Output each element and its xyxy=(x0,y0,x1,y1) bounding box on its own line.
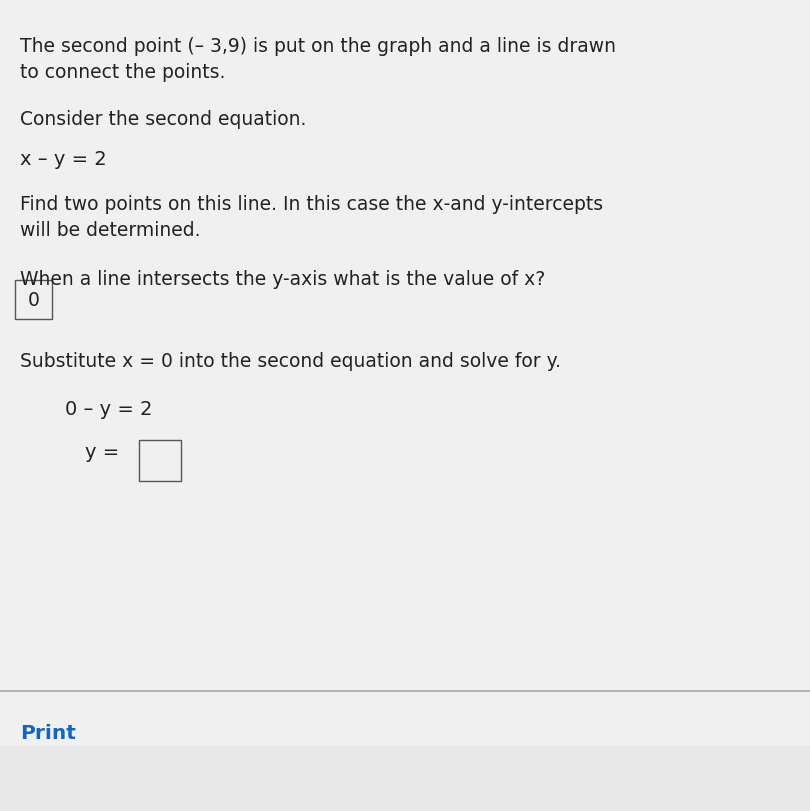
Text: Find two points on this line. In this case the x-and y-intercepts
will be determ: Find two points on this line. In this ca… xyxy=(20,195,603,240)
FancyBboxPatch shape xyxy=(15,281,52,320)
FancyBboxPatch shape xyxy=(0,0,810,746)
Text: 0 – y = 2: 0 – y = 2 xyxy=(65,399,152,418)
Text: When a line intersects the y-axis what is the value of x?: When a line intersects the y-axis what i… xyxy=(20,269,545,288)
Text: Substitute x = 0 into the second equation and solve for y.: Substitute x = 0 into the second equatio… xyxy=(20,352,561,371)
Text: Print: Print xyxy=(20,723,76,742)
Text: Consider the second equation.: Consider the second equation. xyxy=(20,109,307,128)
Text: 0: 0 xyxy=(28,290,39,310)
FancyBboxPatch shape xyxy=(139,440,181,481)
Text: y =: y = xyxy=(85,442,126,461)
Text: The second point (– 3,9) is put on the graph and a line is drawn
to connect the : The second point (– 3,9) is put on the g… xyxy=(20,36,616,82)
Text: x – y = 2: x – y = 2 xyxy=(20,150,107,169)
